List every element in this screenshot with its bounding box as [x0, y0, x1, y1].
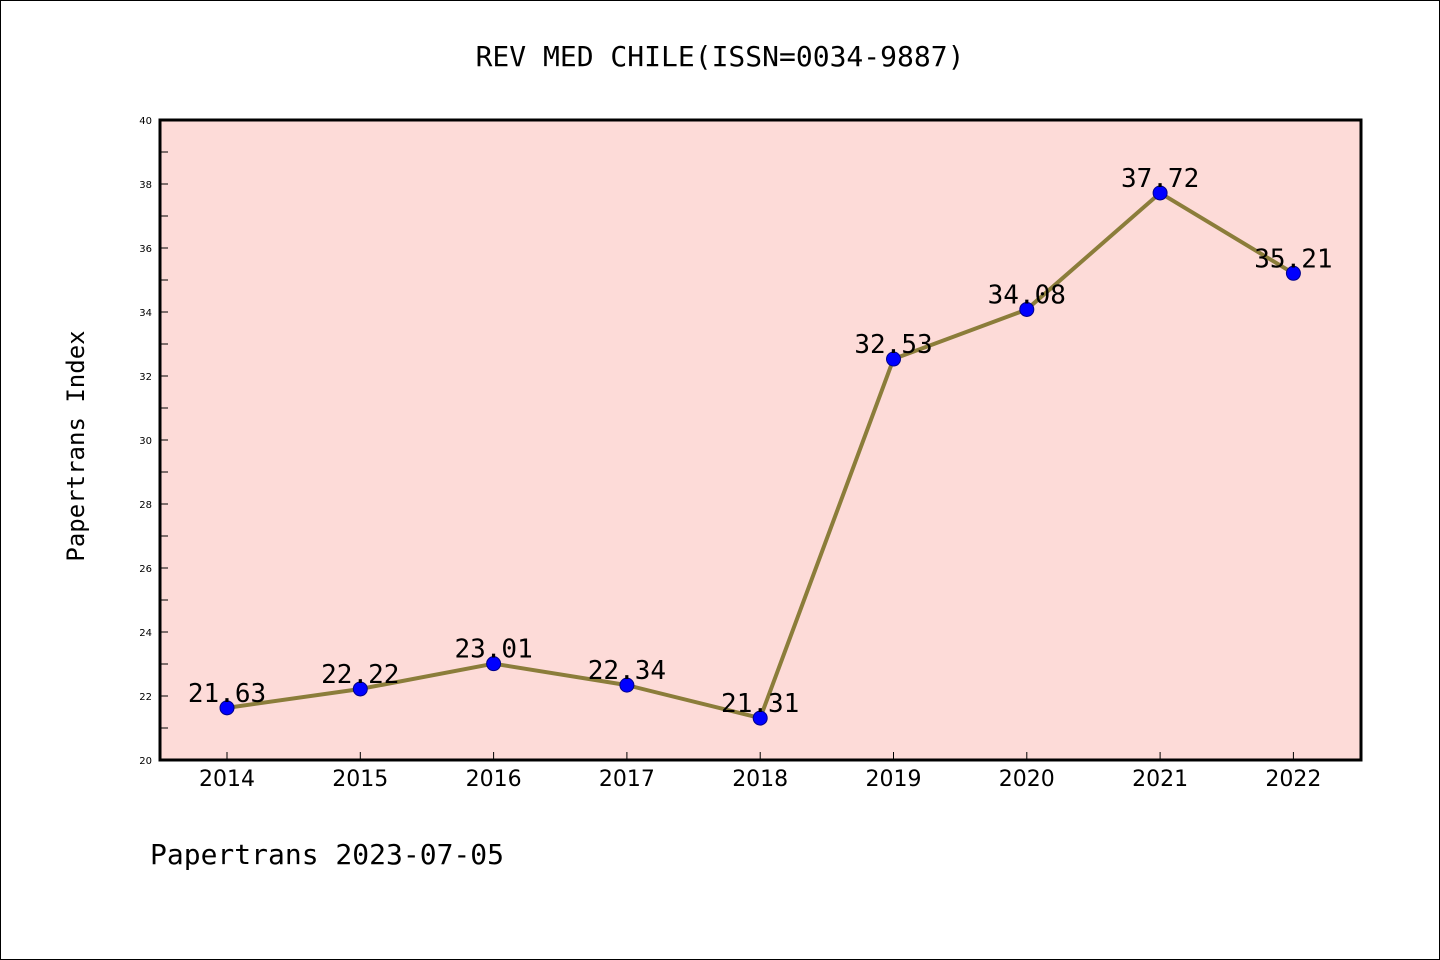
y-tick-label: 26: [139, 564, 152, 575]
y-tick-label: 36: [139, 244, 152, 255]
y-tick-label: 32: [139, 372, 152, 383]
data-label: 22.22: [321, 660, 399, 690]
y-tick-label: 30: [139, 436, 152, 447]
x-tick-label: 2016: [466, 767, 522, 792]
data-label: 22.34: [588, 656, 666, 686]
data-label: 37.72: [1121, 164, 1199, 194]
footer-text: Papertrans 2023-07-05: [150, 838, 504, 871]
data-label: 32.53: [854, 330, 932, 360]
x-tick-label: 2019: [866, 767, 922, 792]
x-tick-label: 2015: [332, 767, 388, 792]
y-tick-label: 34: [139, 308, 152, 319]
x-tick-label: 2017: [599, 767, 655, 792]
data-point: [1019, 301, 1035, 317]
y-tick-label: 20: [139, 756, 152, 767]
y-tick-label: 28: [139, 500, 152, 511]
y-tick-label: 24: [139, 628, 152, 639]
data-label: 35.21: [1254, 244, 1332, 274]
x-tick-label: 2018: [732, 767, 788, 792]
x-tick-label: 2020: [999, 767, 1055, 792]
y-tick-label: 40: [139, 116, 152, 127]
data-label: 21.31: [721, 689, 799, 719]
data-label: 21.63: [188, 679, 266, 709]
x-tick-label: 2021: [1132, 767, 1188, 792]
data-point: [752, 710, 768, 726]
data-point: [886, 351, 901, 367]
x-tick-label: 2022: [1265, 767, 1321, 792]
data-label: 34.08: [988, 280, 1066, 310]
chart-title: REV MED CHILE(ISSN=0034-9887): [476, 40, 965, 73]
data-point: [1285, 265, 1301, 281]
data-point: [486, 656, 502, 672]
y-axis-label: Papertrans Index: [62, 330, 90, 561]
data-point: [619, 677, 635, 693]
y-tick-label: 38: [139, 180, 152, 191]
plot-border: [158, 118, 1363, 762]
data-label: 23.01: [454, 635, 532, 665]
data-point: [219, 700, 235, 716]
y-tick-label: 22: [139, 692, 152, 703]
x-tick-label: 2014: [199, 767, 255, 792]
data-point: [1152, 185, 1168, 201]
plot-area: [160, 120, 1361, 760]
data-point: [352, 681, 368, 697]
